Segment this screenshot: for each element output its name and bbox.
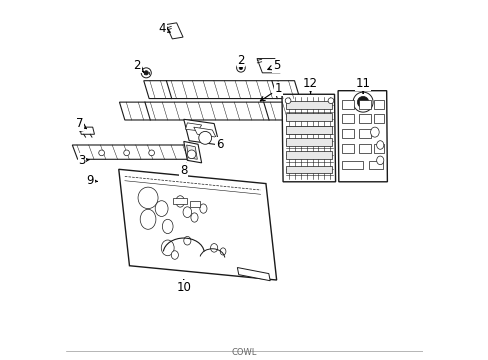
Ellipse shape xyxy=(210,244,217,252)
Polygon shape xyxy=(143,81,299,99)
Text: 7: 7 xyxy=(76,117,86,130)
Ellipse shape xyxy=(176,196,184,207)
Bar xyxy=(341,144,353,153)
Ellipse shape xyxy=(220,248,225,255)
Text: COWL: COWL xyxy=(231,348,257,357)
Bar xyxy=(285,101,331,109)
Bar xyxy=(285,166,331,173)
Bar xyxy=(358,100,370,109)
Bar xyxy=(341,100,353,109)
Ellipse shape xyxy=(155,201,168,216)
Text: 10: 10 xyxy=(176,280,191,294)
Ellipse shape xyxy=(183,237,190,245)
Polygon shape xyxy=(119,169,276,280)
Text: 11: 11 xyxy=(355,77,370,93)
Bar xyxy=(358,144,370,153)
Polygon shape xyxy=(72,145,192,159)
Polygon shape xyxy=(257,59,280,73)
Bar xyxy=(368,161,382,168)
Polygon shape xyxy=(282,94,335,182)
Ellipse shape xyxy=(171,251,178,259)
Text: 1: 1 xyxy=(260,82,282,101)
Circle shape xyxy=(144,71,148,75)
Ellipse shape xyxy=(162,219,173,234)
Polygon shape xyxy=(119,102,294,120)
Bar xyxy=(358,129,370,138)
Circle shape xyxy=(141,68,151,78)
Circle shape xyxy=(327,98,333,104)
Polygon shape xyxy=(183,141,201,163)
Bar xyxy=(358,114,370,123)
Bar xyxy=(285,126,331,134)
Bar xyxy=(173,198,187,204)
Text: 6: 6 xyxy=(215,138,223,151)
Polygon shape xyxy=(193,127,216,137)
Polygon shape xyxy=(165,23,183,39)
Ellipse shape xyxy=(376,141,383,149)
Circle shape xyxy=(357,96,368,108)
Circle shape xyxy=(239,66,242,69)
Bar xyxy=(341,161,363,168)
Bar xyxy=(285,113,331,121)
Ellipse shape xyxy=(200,204,206,213)
Text: 3: 3 xyxy=(78,154,89,167)
Circle shape xyxy=(187,150,196,158)
Bar xyxy=(190,202,200,207)
Ellipse shape xyxy=(190,213,198,222)
Bar xyxy=(373,114,383,123)
Bar xyxy=(285,152,331,159)
Text: 8: 8 xyxy=(180,163,187,177)
Bar xyxy=(373,144,383,153)
Text: 4: 4 xyxy=(158,22,170,35)
Ellipse shape xyxy=(183,207,191,217)
Circle shape xyxy=(236,64,244,72)
Bar xyxy=(285,138,331,146)
Bar xyxy=(341,114,353,123)
Text: 2: 2 xyxy=(237,54,244,69)
Ellipse shape xyxy=(140,209,156,229)
Text: 2: 2 xyxy=(133,59,143,72)
Polygon shape xyxy=(337,91,386,182)
Bar xyxy=(373,100,383,109)
Ellipse shape xyxy=(376,156,383,165)
Polygon shape xyxy=(80,127,94,134)
Polygon shape xyxy=(237,267,270,281)
Polygon shape xyxy=(183,119,219,145)
Text: 9: 9 xyxy=(86,174,97,187)
Circle shape xyxy=(198,131,211,144)
Text: 5: 5 xyxy=(267,59,280,72)
Bar xyxy=(341,129,353,138)
Ellipse shape xyxy=(370,127,378,137)
Circle shape xyxy=(123,150,129,156)
Circle shape xyxy=(99,150,104,156)
Polygon shape xyxy=(186,145,197,159)
Polygon shape xyxy=(185,123,201,131)
Ellipse shape xyxy=(161,240,174,256)
Text: 12: 12 xyxy=(303,77,317,93)
Circle shape xyxy=(285,98,290,104)
Circle shape xyxy=(148,150,154,156)
Circle shape xyxy=(352,92,372,112)
Ellipse shape xyxy=(138,187,158,208)
